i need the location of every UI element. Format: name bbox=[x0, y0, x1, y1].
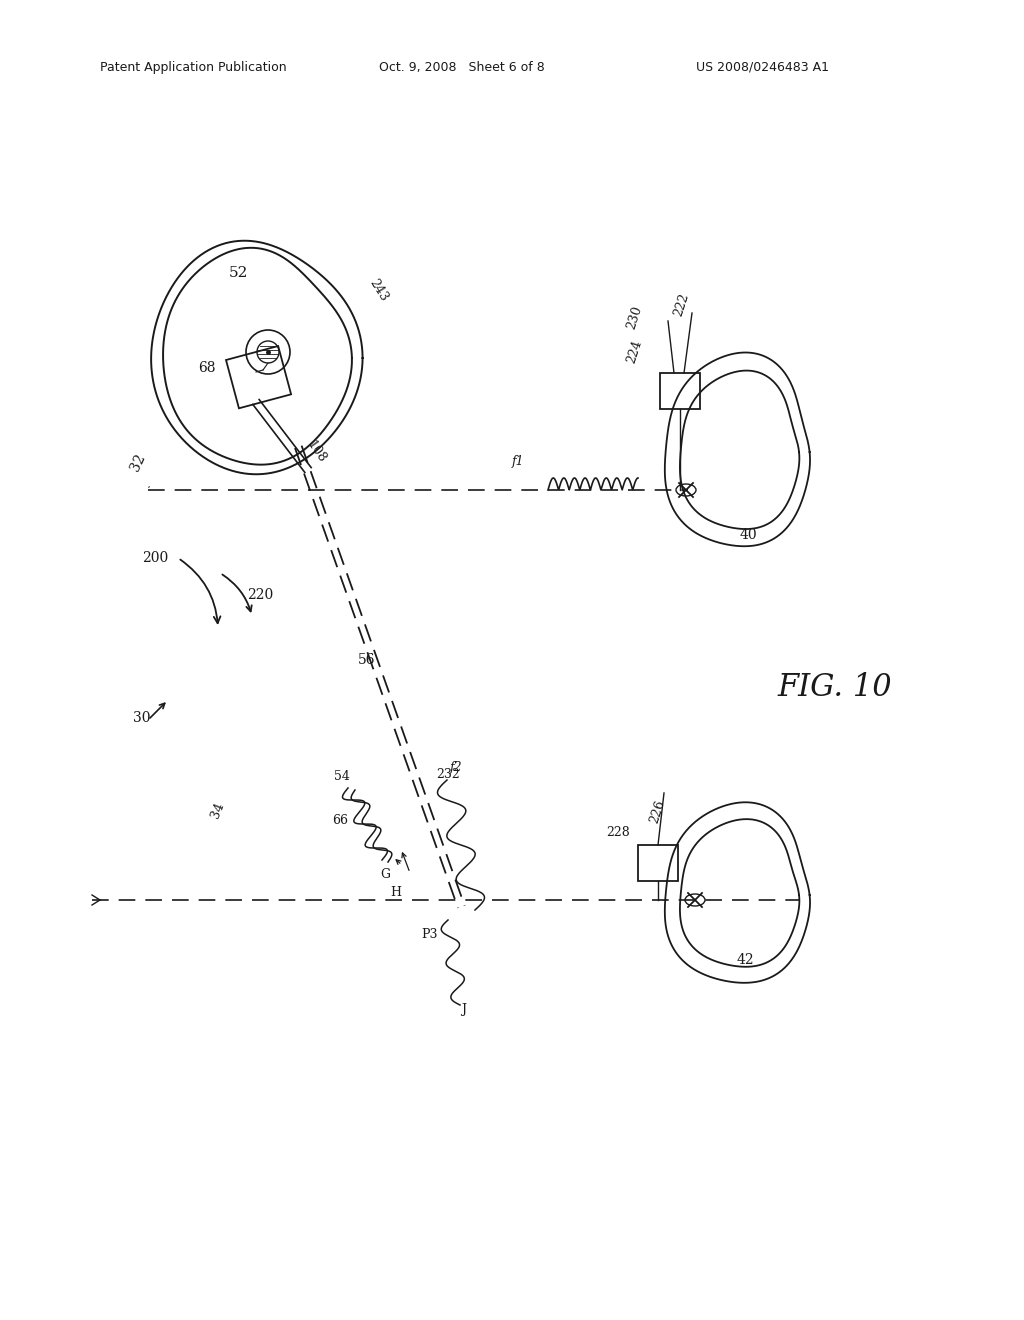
Text: 66: 66 bbox=[332, 813, 348, 826]
Text: US 2008/0246483 A1: US 2008/0246483 A1 bbox=[696, 61, 829, 74]
Text: Patent Application Publication: Patent Application Publication bbox=[99, 61, 287, 74]
Text: 230: 230 bbox=[625, 305, 645, 331]
Text: 54: 54 bbox=[334, 771, 350, 784]
Text: 32: 32 bbox=[128, 451, 148, 473]
Text: 200: 200 bbox=[142, 550, 168, 565]
Text: 222: 222 bbox=[672, 292, 692, 318]
Text: 228: 228 bbox=[606, 825, 630, 838]
Text: 56: 56 bbox=[358, 653, 376, 667]
Text: 52: 52 bbox=[228, 267, 248, 280]
Text: H: H bbox=[390, 887, 401, 899]
Text: J: J bbox=[462, 1003, 467, 1016]
Text: f2: f2 bbox=[450, 762, 462, 775]
Text: G: G bbox=[380, 869, 390, 882]
Text: 232: 232 bbox=[436, 768, 460, 781]
Bar bbox=[638, 845, 678, 880]
Text: 108: 108 bbox=[304, 438, 329, 466]
Text: Oct. 9, 2008   Sheet 6 of 8: Oct. 9, 2008 Sheet 6 of 8 bbox=[379, 61, 545, 74]
Text: 34: 34 bbox=[209, 800, 227, 820]
Text: 40: 40 bbox=[739, 528, 757, 543]
Text: FIG. 10: FIG. 10 bbox=[777, 672, 892, 704]
Text: 220: 220 bbox=[247, 587, 273, 602]
Text: 68: 68 bbox=[199, 360, 216, 375]
Text: 243: 243 bbox=[367, 276, 390, 304]
Text: 30: 30 bbox=[133, 711, 151, 725]
Text: 42: 42 bbox=[736, 953, 754, 968]
Text: 226: 226 bbox=[648, 799, 668, 825]
Text: 224: 224 bbox=[625, 339, 645, 366]
Text: f1: f1 bbox=[512, 455, 524, 469]
Bar bbox=[226, 346, 291, 408]
Text: P3: P3 bbox=[422, 928, 438, 941]
Bar bbox=[660, 374, 700, 409]
